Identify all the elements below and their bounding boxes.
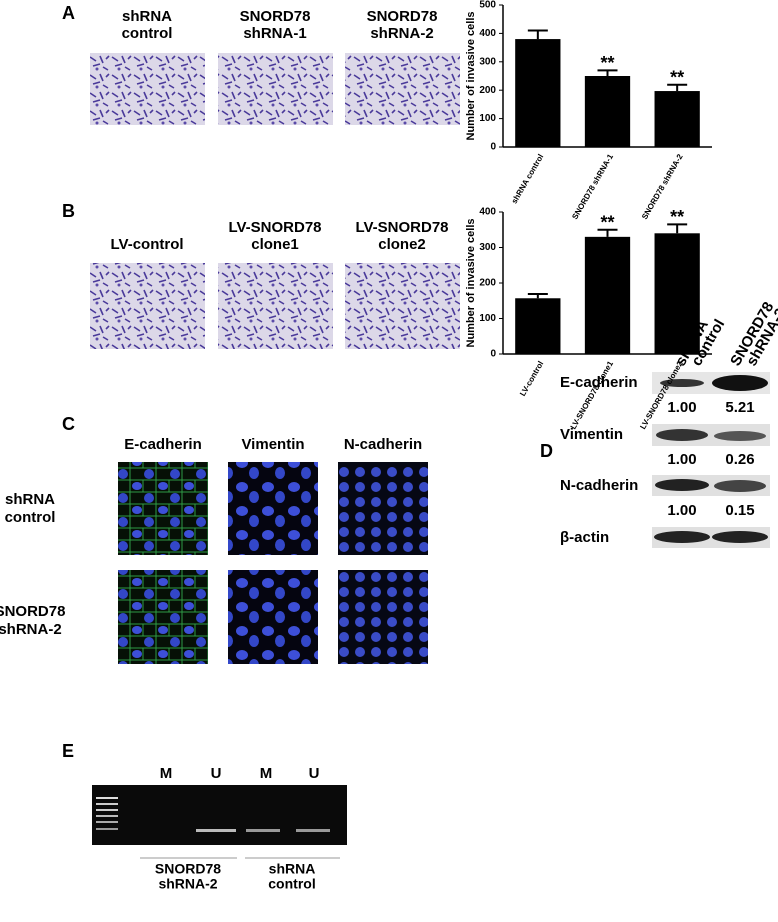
lane-label: U [211,765,222,782]
image-caption: control [122,25,173,42]
western-blot [652,372,770,548]
y-tick-label: 100 [479,313,496,324]
gel [92,785,347,859]
error-bar [527,29,548,40]
ratio: 0.15 [725,502,754,519]
error-bar [667,83,688,92]
group-label: shRNA [269,861,316,877]
y-tick-label: 300 [479,56,496,67]
x-tick-label: LV-SNORD78 clone1 [569,359,616,431]
panel-label: C [62,414,75,434]
ratio: 5.21 [725,399,754,416]
y-tick-label: 300 [479,242,496,253]
x-tick-label: SNORD78 shRNA-1 [570,152,615,221]
image-caption: LV-SNORD78 [228,219,321,236]
y-tick-label: 400 [479,28,496,39]
y-tick-label: 100 [479,113,496,124]
significance: ** [600,213,614,233]
image-caption: shRNA-1 [243,25,306,42]
error-bar [597,69,618,76]
x-tick-label: LV-SNORD78 clone2 [638,359,685,431]
confocal-image [338,570,428,664]
row-label: SNORD78 [0,603,65,620]
significance: ** [600,53,614,73]
lane-label: M [160,765,173,782]
y-axis-label: Number of invasive cells [465,219,477,348]
image-caption: SNORD78 [367,8,438,25]
error-bar [667,223,688,234]
image-caption: clone2 [378,236,426,253]
x-tick-label: shRNA control [510,153,546,206]
error-bar [597,228,618,237]
image-caption: LV-SNORD78 [355,219,448,236]
confocal-image [228,462,318,555]
panel-label: D [540,441,553,461]
micrograph [218,53,333,125]
column-label: N-cadherin [344,436,422,453]
row-label: shRNA [5,491,55,508]
group-label: shRNA-2 [158,876,217,892]
micrograph [345,53,460,125]
bar [654,91,700,147]
row-label: control [5,509,56,526]
column-label: E-cadherin [124,436,202,453]
significance: ** [670,68,684,88]
bar [515,298,561,354]
image-caption: LV-control [110,236,183,253]
confocal-image [118,570,208,664]
image-caption: shRNA [122,8,172,25]
confocal-image [228,570,318,664]
panel-label: A [62,3,75,23]
image-caption: SNORD78 [240,8,311,25]
image-caption: clone1 [251,236,299,253]
y-axis-label: Number of invasive cells [465,12,477,141]
panel-label: E [62,741,74,761]
micrograph [345,263,460,349]
bar [584,236,631,354]
confocal-image [338,462,428,555]
significance: ** [670,207,684,227]
protein-label: E-cadherin [560,374,638,391]
micrograph [218,263,333,349]
ratio: 1.00 [667,451,696,468]
group-label: SNORD78 [155,861,221,877]
lane-label: M [260,765,273,782]
lane-label: U [309,765,320,782]
ratio: 1.00 [667,502,696,519]
bar [654,233,700,354]
group-label: control [268,876,315,892]
micrograph [90,53,205,125]
y-tick-label: 400 [479,207,496,218]
protein-label: Vimentin [560,426,623,443]
ratio: 0.26 [725,451,754,468]
x-tick-label: LV-control [518,360,545,398]
protein-label: N-cadherin [560,477,638,494]
bar [515,39,561,147]
row-label: shRNA-2 [0,621,62,638]
y-tick-label: 200 [479,85,496,96]
micrograph [90,263,205,349]
y-tick-label: 500 [479,0,496,11]
y-tick-label: 200 [479,278,496,289]
confocal-image [118,462,208,555]
image-caption: shRNA-2 [370,25,433,42]
y-tick-label: 0 [490,349,496,360]
panel-label: B [62,201,75,221]
ratio: 1.00 [667,399,696,416]
protein-label: β-actin [560,529,609,546]
error-bar [527,293,548,299]
bar [584,76,631,147]
y-tick-label: 0 [490,142,496,153]
column-label: Vimentin [241,436,304,453]
